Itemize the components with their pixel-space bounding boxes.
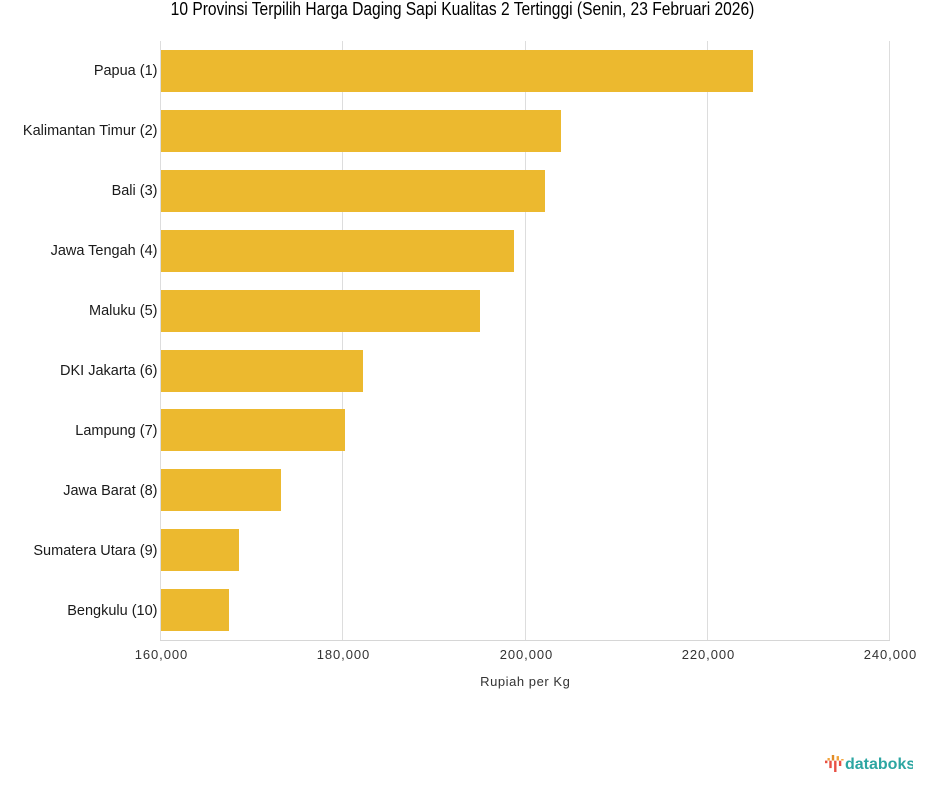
svg-text:databoks: databoks (845, 756, 913, 773)
